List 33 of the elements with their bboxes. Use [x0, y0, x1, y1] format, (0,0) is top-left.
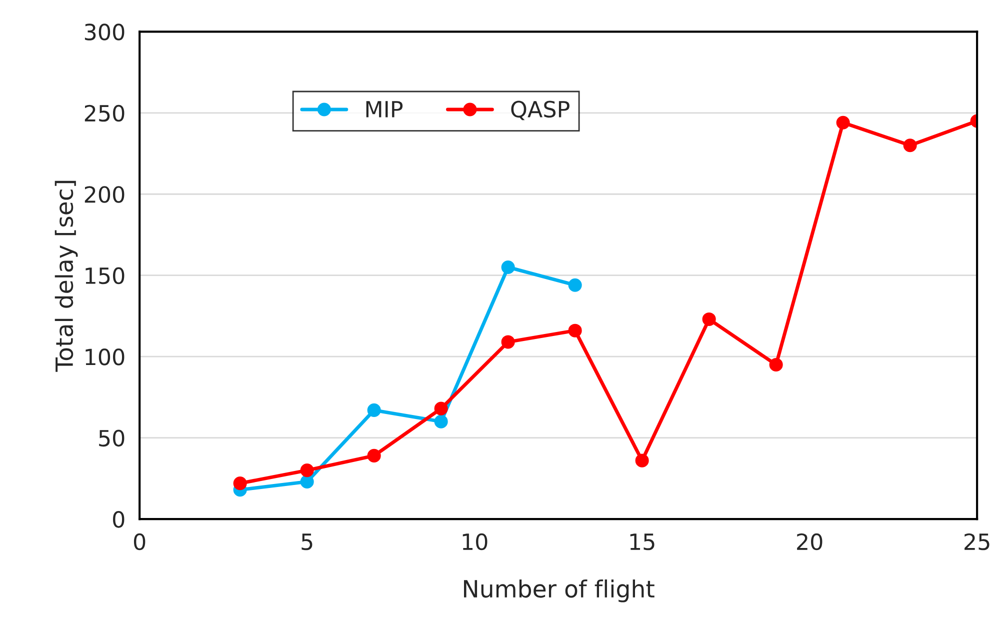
x-tick-label: 25 [964, 533, 990, 550]
x-tick-label: 0 [134, 533, 146, 550]
point [635, 454, 649, 468]
point [501, 335, 515, 349]
x-tick-label: 15 [630, 534, 654, 550]
y-tick-label: 150 [86, 267, 124, 284]
point [434, 414, 448, 428]
y-tick-label: 300 [84, 24, 124, 40]
x-tick-label: 20 [797, 533, 822, 550]
point [501, 260, 515, 274]
point [568, 278, 582, 292]
y-tick-label: 0 [113, 511, 124, 528]
point [903, 138, 917, 152]
point [769, 358, 783, 372]
point [434, 402, 448, 416]
y-tick-label: 100 [86, 348, 124, 366]
y-tick-label: 50 [99, 430, 124, 447]
point [233, 476, 247, 490]
legend-label: MIP [366, 101, 403, 118]
x-tick-label: 10 [462, 533, 488, 550]
y-axis-title: Total delay [sec] [54, 180, 78, 372]
point [702, 312, 716, 326]
point [300, 474, 314, 488]
point [836, 116, 850, 130]
y-tick-label: 200 [84, 186, 124, 203]
point [367, 403, 381, 417]
x-tick-label: 5 [302, 534, 312, 550]
y-tick-label: 250 [84, 104, 124, 122]
x-axis-title: Number of flight [464, 579, 654, 602]
point [568, 324, 582, 338]
point [300, 464, 314, 478]
legend-label: QASP [511, 100, 570, 120]
point [367, 448, 381, 462]
